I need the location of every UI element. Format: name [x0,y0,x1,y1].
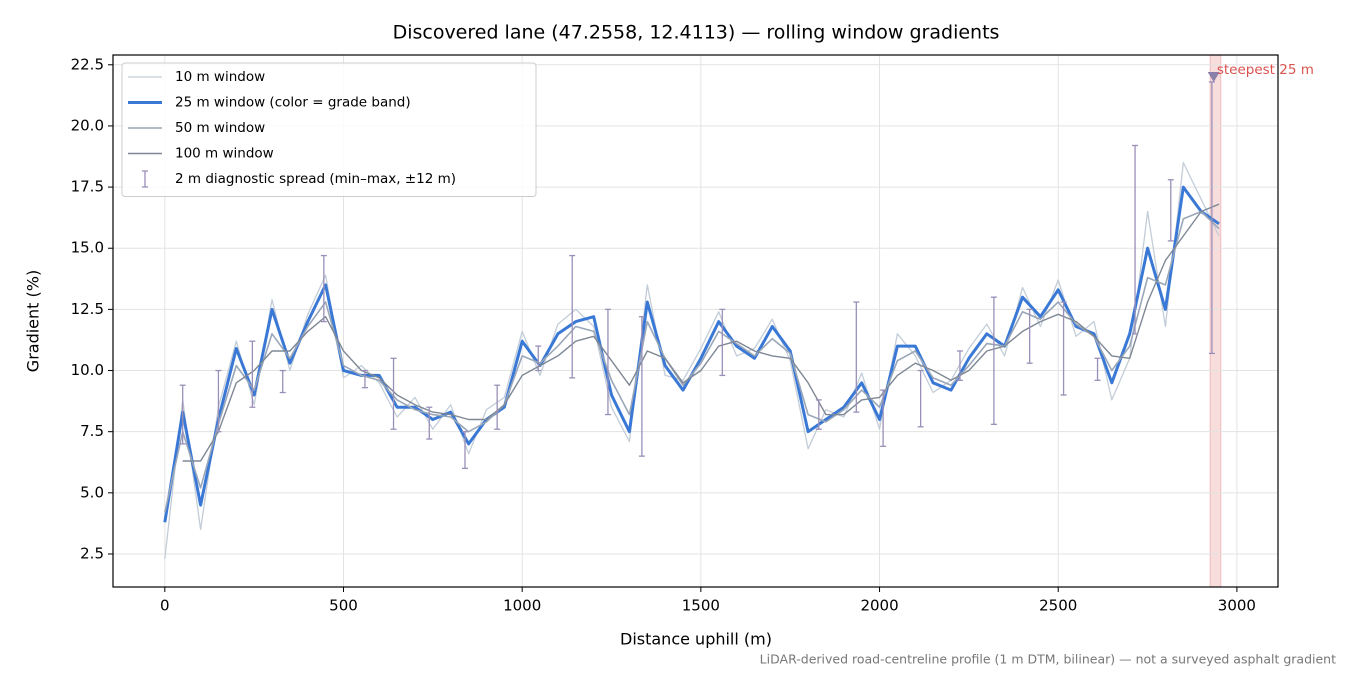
error-bar [880,389,887,448]
y-tick-label: 7.5 [80,422,104,440]
x-axis-label: Distance uphill (m) [620,630,772,649]
y-tick-label: 5.0 [80,483,104,501]
error-bar [320,254,327,323]
series-line [164,210,1220,513]
error-bar [917,369,924,428]
error-bar [1208,81,1215,355]
legend-label: 100 m window [175,146,274,162]
x-tick-label: 3000 [1218,597,1256,615]
error-bar [1060,301,1067,396]
series-line [182,203,1220,462]
x-tick-label: 1500 [682,597,720,615]
x-tick-label: 500 [329,597,358,615]
error-bar [390,357,397,430]
y-tick-label: 20.0 [71,116,104,134]
error-bar [1167,179,1174,242]
error-bar [1132,144,1139,335]
legend-label: 50 m window [175,120,265,136]
error-bar [462,431,469,470]
series-line [163,185,1220,523]
y-tick-label: 12.5 [71,300,104,318]
error-bar [179,384,186,445]
legend-label: 25 m window (color = grade band) [175,95,411,111]
legend-box [121,62,537,197]
y-axis-label: Gradient (%) [24,270,43,372]
y-tick-label: 10.0 [71,361,104,379]
error-bar [638,316,645,457]
error-bar [535,345,542,372]
error-bar [569,254,576,379]
error-bar [361,369,368,389]
x-tick-label: 2000 [860,597,898,615]
error-bar [1026,308,1033,364]
error-bar [815,399,822,430]
x-tick-label: 0 [160,597,170,615]
chart-title: Discovered lane (47.2558, 12.4113) — rol… [393,22,1000,44]
error-bar [719,308,726,377]
y-tick-label: 2.5 [80,544,104,562]
y-tick-label: 15.0 [71,239,104,257]
error-bar [604,308,611,416]
series-line [164,161,1220,559]
error-bar [1094,357,1101,381]
error-bar [853,301,860,413]
steepest-label: steepest 25 m [1217,62,1314,78]
x-tick-label: 2500 [1039,597,1077,615]
error-bar [426,406,433,440]
footnote: LiDAR-derived road-centreline profile (1… [760,652,1336,667]
legend-label: 2 m diagnostic spread (min–max, ±12 m) [175,171,456,187]
steepest-marker [1207,72,1220,83]
y-tick-label: 17.5 [71,178,104,196]
y-tick-label: 22.5 [71,55,104,73]
x-tick-label: 1000 [503,597,541,615]
legend-label: 10 m window [175,69,265,85]
error-bar [215,369,222,433]
error-bar [956,350,963,381]
error-bar [494,384,501,430]
plot-frame [112,54,1279,588]
error-bar [279,369,286,394]
error-bar [249,340,256,408]
error-bar [990,296,997,425]
